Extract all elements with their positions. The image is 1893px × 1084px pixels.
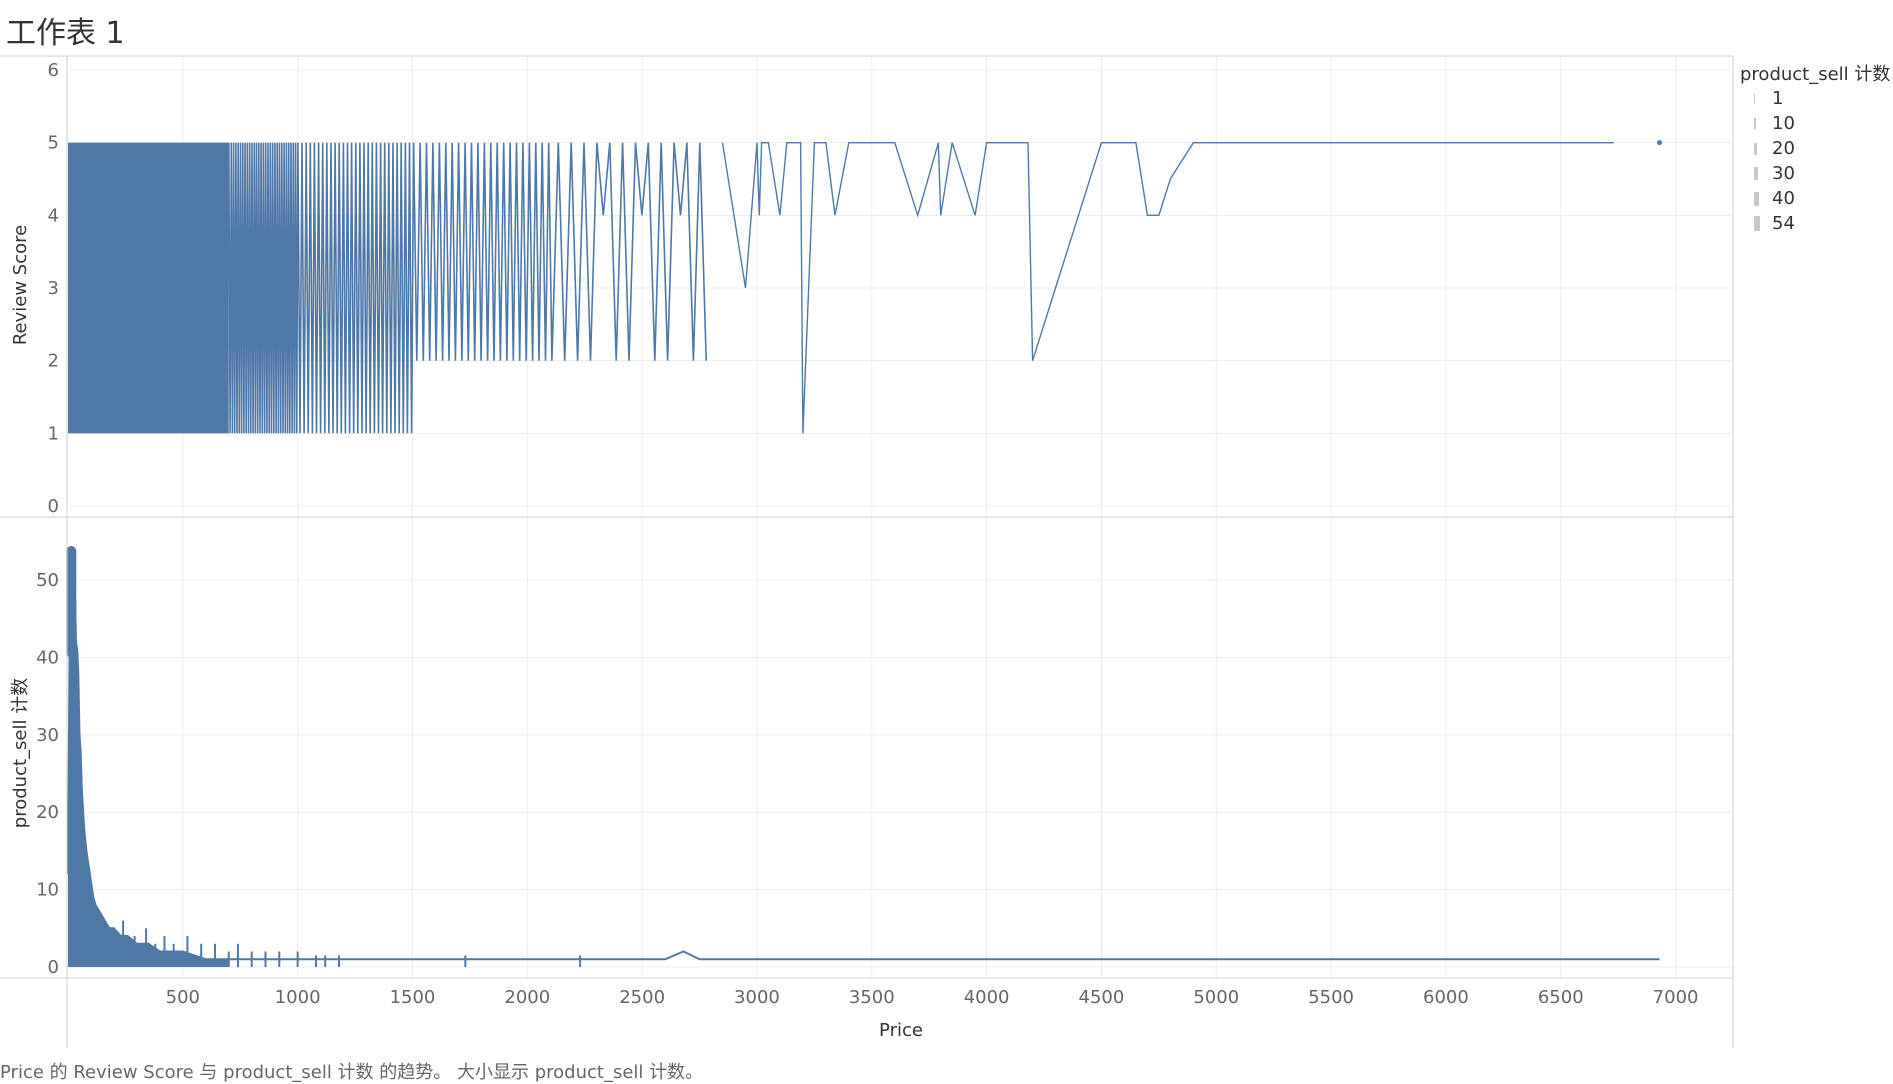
- legend[interactable]: product_sell 计数 1 10 20 30 40 54: [1740, 60, 1890, 236]
- legend-item[interactable]: 10: [1740, 111, 1890, 136]
- legend-item[interactable]: 40: [1740, 186, 1890, 211]
- x-tick-label: 4000: [964, 987, 1010, 1008]
- product-sell-area: [68, 549, 229, 967]
- x-tick-label: 4500: [1079, 987, 1125, 1008]
- legend-item-label: 54: [1772, 213, 1795, 234]
- y-tick-label-bottom: 0: [48, 957, 59, 978]
- product-sell-line: [67, 548, 1660, 961]
- y-tick-label-top: 3: [48, 278, 59, 299]
- legend-size-swatch: [1754, 167, 1758, 180]
- y-tick-label-bottom: 10: [36, 880, 59, 901]
- y-tick-label-top: 5: [48, 133, 59, 154]
- legend-size-swatch: [1754, 142, 1757, 155]
- y-tick-label-top: 0: [48, 496, 59, 517]
- bottom-pane-marks[interactable]: [66, 546, 1660, 967]
- bottom-grid: [67, 518, 1733, 978]
- legend-items: 1 10 20 30 40 54: [1740, 86, 1890, 236]
- legend-item[interactable]: 30: [1740, 161, 1890, 186]
- x-tick-label: 6500: [1538, 987, 1584, 1008]
- x-tick-label: 2000: [504, 987, 550, 1008]
- x-tick-label: 2500: [619, 987, 665, 1008]
- chart-caption: Price 的 Review Score 与 product_sell 计数 的…: [0, 1062, 704, 1083]
- legend-item[interactable]: 1: [1740, 86, 1890, 111]
- review-score-line: [721, 142, 1614, 434]
- x-tick-label: 7000: [1653, 987, 1699, 1008]
- legend-item[interactable]: 20: [1740, 136, 1890, 161]
- legend-item-label: 20: [1772, 138, 1795, 159]
- axes: 0 1 2 3 4 5 6 0 10 20 30 40 50 500 1000 1500 2000 2500 300…: [0, 55, 1734, 1048]
- legend-item-label: 30: [1772, 163, 1795, 184]
- x-axis-title: Price: [879, 1020, 923, 1041]
- dense-oscillation-fill: [68, 142, 229, 434]
- product-sell-peak: [66, 546, 77, 658]
- x-tick-label: 5000: [1193, 987, 1239, 1008]
- legend-size-swatch: [1754, 118, 1756, 129]
- x-tick-label: 6000: [1423, 987, 1469, 1008]
- y-tick-label-bottom: 20: [36, 802, 59, 823]
- legend-item[interactable]: 54: [1740, 211, 1890, 236]
- y-tick-label-bottom: 50: [36, 570, 59, 591]
- x-tick-label: 5500: [1308, 987, 1354, 1008]
- x-tick-label: 3000: [734, 987, 780, 1008]
- y-tick-label-bottom: 40: [36, 647, 59, 668]
- y-tick-label-top: 6: [48, 60, 59, 81]
- legend-item-label: 40: [1772, 188, 1795, 209]
- y-tick-label-top: 4: [48, 205, 59, 226]
- x-tick-label: 500: [166, 987, 200, 1008]
- worksheet-title: 工作表 1: [6, 16, 125, 51]
- x-tick-label: 1500: [390, 987, 436, 1008]
- y-axis-title-bottom: product_sell 计数: [10, 678, 31, 828]
- y-tick-label-top: 2: [48, 351, 59, 372]
- y-tick-label-bottom: 30: [36, 725, 59, 746]
- top-pane-marks[interactable]: [68, 140, 1663, 434]
- legend-title: product_sell 计数: [1740, 64, 1891, 85]
- review-score-point: [1657, 140, 1663, 146]
- y-tick-label-top: 1: [48, 423, 59, 444]
- dense-oscillation-line: [228, 142, 707, 434]
- legend-size-swatch: [1754, 216, 1760, 231]
- legend-item-label: 1: [1772, 88, 1784, 109]
- y-axis-title-top: Review Score: [10, 225, 31, 345]
- legend-item-label: 10: [1772, 113, 1795, 134]
- legend-size-swatch: [1754, 93, 1755, 104]
- x-tick-label: 1000: [275, 987, 321, 1008]
- legend-size-swatch: [1754, 191, 1759, 206]
- x-tick-label: 3500: [849, 987, 895, 1008]
